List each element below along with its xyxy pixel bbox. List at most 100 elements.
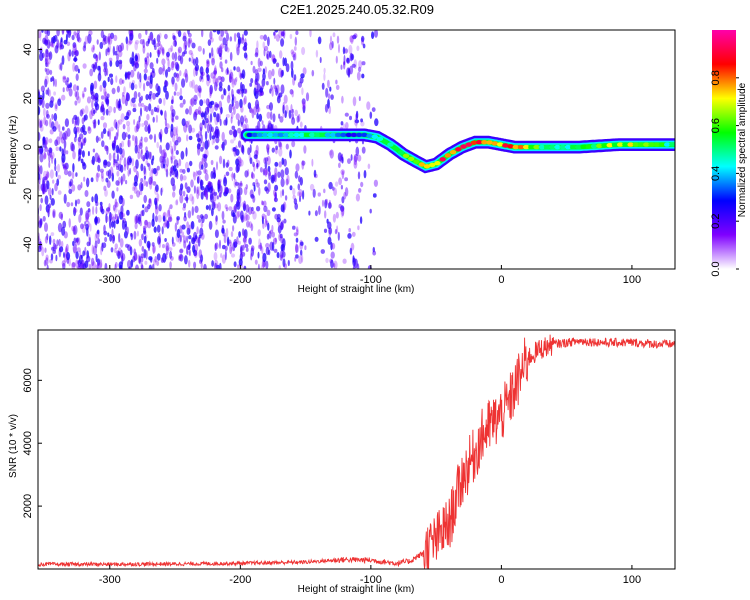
heatmap-noise-cell xyxy=(284,195,288,201)
heatmap-noise-cell xyxy=(57,163,60,173)
heatmap-noise-cell xyxy=(63,147,66,157)
heatmap-noise-cell xyxy=(80,126,85,133)
heatmap-noise-cell xyxy=(188,235,192,240)
heatmap-noise-cell xyxy=(213,251,218,261)
heatmap-noise-cell xyxy=(79,207,83,216)
heatmap-noise-cell xyxy=(283,57,287,67)
heatmap-noise-cell xyxy=(194,205,199,213)
heatmap-noise-cell xyxy=(107,206,111,214)
heatmap-noise-cell xyxy=(188,105,192,116)
heatmap-noise-cell xyxy=(156,253,161,261)
heatmap-noise-cell xyxy=(38,131,41,142)
heatmap-noise-cell xyxy=(91,47,95,53)
heatmap-noise-cell xyxy=(150,109,154,116)
heatmap-noise-cell xyxy=(335,84,340,90)
heatmap-noise-cell xyxy=(63,169,69,176)
heatmap-noise-cell xyxy=(106,145,109,155)
heatmap-noise-cell xyxy=(63,139,67,149)
heatmap-noise-cell xyxy=(170,155,173,161)
heatmap-noise-cell xyxy=(76,126,80,133)
heatmap-noise-cell xyxy=(72,150,76,160)
heatmap-noise-cell xyxy=(202,48,205,55)
heatmap-noise-cell xyxy=(109,218,112,229)
heatmap-noise-cell xyxy=(50,198,55,206)
heatmap-noise-cell xyxy=(337,231,340,241)
heatmap-noise-cell xyxy=(212,76,216,85)
heatmap-noise-cell xyxy=(53,91,56,96)
heatmap-noise-cell xyxy=(197,92,200,97)
heatmap-noise-cell xyxy=(352,255,355,263)
heatmap-noise-cell xyxy=(49,169,54,179)
heatmap-noise-cell xyxy=(235,211,240,219)
heatmap-noise-cell xyxy=(149,31,154,41)
heatmap-noise-cell xyxy=(194,250,198,258)
heatmap-noise-cell xyxy=(191,237,196,245)
heatmap-noise-cell xyxy=(249,82,253,87)
heatmap-noise-cell xyxy=(225,171,230,177)
heatmap-ridge-cell xyxy=(282,132,290,138)
heatmap-noise-cell xyxy=(180,150,185,160)
heatmap-noise-cell xyxy=(290,49,294,55)
heatmap-noise-cell xyxy=(233,106,236,115)
heatmap-noise-cell xyxy=(77,30,80,34)
heatmap-noise-cell xyxy=(219,76,223,83)
heatmap-noise-cell xyxy=(294,109,299,117)
heatmap-noise-cell xyxy=(220,185,223,194)
heatmap-noise-cell xyxy=(232,225,235,232)
heatmap-noise-cell xyxy=(233,96,237,104)
heatmap-ridge-cell xyxy=(627,142,634,147)
heatmap-noise-cell xyxy=(332,263,336,268)
heatmap-noise-cell xyxy=(83,41,87,49)
snr-y-tick-label: 2000 xyxy=(22,494,34,518)
heatmap-noise-cell xyxy=(238,158,243,164)
heatmap-noise-cell xyxy=(159,155,163,163)
heatmap-noise-cell xyxy=(49,235,52,245)
heatmap-noise-cell xyxy=(320,249,325,254)
snr-x-tick-label: -100 xyxy=(360,574,382,586)
heatmap-noise-cell xyxy=(169,204,173,210)
heatmap-noise-cell xyxy=(89,68,94,77)
heatmap-noise-cell xyxy=(48,203,52,209)
heatmap-noise-cell xyxy=(156,260,160,267)
heatmap-noise-cell xyxy=(147,162,150,167)
heatmap-noise-cell xyxy=(238,231,242,238)
heatmap-noise-cell xyxy=(113,34,118,42)
heatmap-noise-cell xyxy=(244,244,249,248)
heatmap-noise-cell xyxy=(152,181,157,186)
heatmap-ridge-cell xyxy=(486,140,493,145)
heatmap-noise-cell xyxy=(221,227,225,234)
heatmap-noise-cell xyxy=(185,120,189,128)
heatmap-noise-cell xyxy=(50,96,55,103)
heatmap-noise-cell xyxy=(119,238,124,248)
heatmap-noise-cell xyxy=(163,85,167,93)
heatmap-noise-cell xyxy=(87,126,91,131)
heatmap-ridge-cell xyxy=(601,143,608,148)
heatmap-noise-cell xyxy=(286,174,290,185)
heatmap-noise-cell xyxy=(39,218,43,226)
heatmap-noise-cell xyxy=(197,146,201,156)
heatmap-noise-cell xyxy=(107,130,110,137)
heatmap-noise-cell xyxy=(144,260,148,265)
heatmap-noise-cell xyxy=(84,221,87,227)
heatmap-noise-cell xyxy=(328,105,332,115)
heatmap-noise-cell xyxy=(293,74,297,81)
heatmap-noise-cell xyxy=(261,215,264,225)
heatmap-noise-cell xyxy=(206,123,210,134)
heatmap-noise-cell xyxy=(338,177,342,186)
heatmap-noise-cell xyxy=(266,111,271,119)
heatmap-noise-cell xyxy=(95,206,98,215)
heatmap-noise-cell xyxy=(230,246,233,252)
heatmap-noise-cell xyxy=(331,40,334,49)
heatmap-noise-cell xyxy=(343,60,346,70)
heatmap-noise-cell xyxy=(168,207,171,217)
heatmap-noise-cell xyxy=(171,236,174,245)
heatmap-noise-cell xyxy=(137,216,141,225)
heatmap-noise-cell xyxy=(219,155,223,165)
heatmap-noise-cell xyxy=(134,62,140,69)
heatmap-noise-cell xyxy=(190,220,195,230)
heatmap-noise-cell xyxy=(297,191,300,197)
heatmap-noise-cell xyxy=(259,167,263,173)
heatmap-noise-cell xyxy=(220,30,225,37)
heatmap-noise-cell xyxy=(86,177,90,188)
heatmap-noise-cell xyxy=(270,111,273,121)
